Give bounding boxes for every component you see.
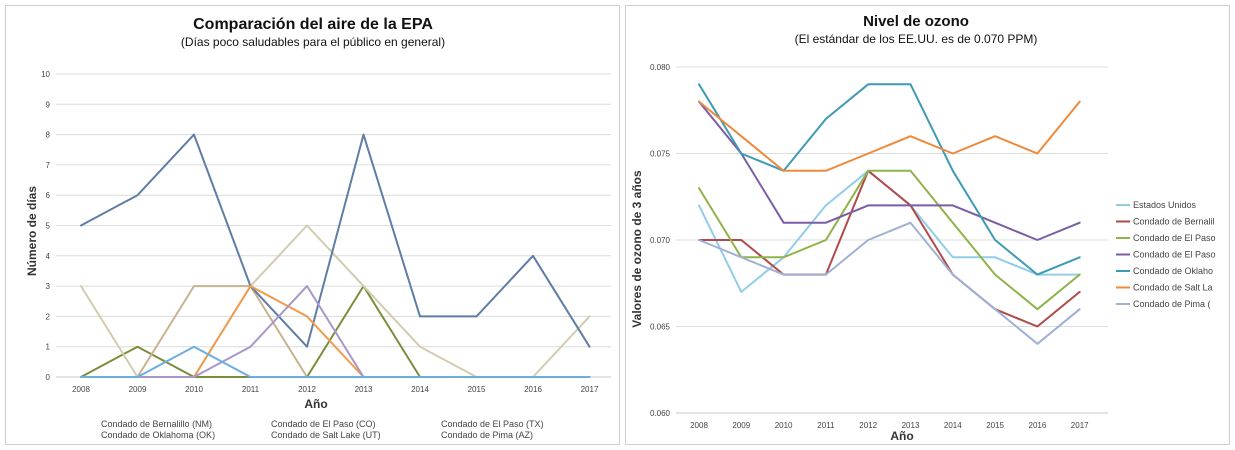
epa-chart-x-tick-label: 2015: [468, 385, 486, 394]
epa-chart-series-line: [80, 224, 591, 378]
ozone-chart-series-line: [698, 83, 1081, 276]
ozone-chart-x-tick-label: 2016: [1029, 421, 1047, 430]
epa-chart-x-tick-label: 2012: [298, 385, 316, 394]
epa-chart-x-tick-label: 2008: [72, 385, 90, 394]
epa-chart-x-tick-label: 2010: [185, 385, 203, 394]
epa-chart-y-tick-label: 3: [46, 282, 51, 291]
epa-chart-legend-label: Condado de Pima (AZ): [441, 430, 533, 440]
epa-chart-y-tick-label: 9: [46, 100, 51, 109]
epa-chart-series-line: [80, 285, 591, 378]
ozone-chart-legend-label: Estados Unidos: [1133, 200, 1197, 210]
epa-chart-y-tick-label: 2: [46, 312, 51, 321]
epa-chart-subtitle: (Días poco saludables para el público en…: [181, 35, 445, 49]
ozone-chart: Nivel de ozono (El estándar de los EE.UU…: [630, 13, 1216, 443]
epa-chart-legend-label: Condado de El Paso (CO): [271, 419, 376, 429]
ozone-chart-series-line: [698, 221, 1081, 345]
ozone-chart-x-tick-label: 2010: [775, 421, 793, 430]
ozone-chart-panel: Nivel de ozono (El estándar de los EE.UU…: [625, 5, 1230, 445]
epa-chart-y-tick-label: 5: [46, 222, 51, 231]
ozone-chart-legend-label: Condado de El Paso: [1133, 250, 1216, 260]
ozone-chart-x-tick-label: 2008: [690, 421, 708, 430]
ozone-chart-y-tick-label: 0.075: [650, 150, 671, 159]
epa-chart-y-axis-title: Número de días: [25, 186, 39, 276]
ozone-chart-x-tick-label: 2017: [1071, 421, 1089, 430]
ozone-chart-series-line: [698, 169, 1081, 328]
epa-air-chart: Comparación del aire de la EPA (Días poc…: [25, 16, 611, 440]
ozone-chart-subtitle: (El estándar de los EE.UU. es de 0.070 P…: [795, 32, 1038, 46]
ozone-chart-legend-label: Condado de El Paso: [1133, 233, 1216, 243]
ozone-chart-legend-label: Condado de Salt La: [1133, 283, 1213, 293]
epa-chart-x-tick-label: 2009: [129, 385, 147, 394]
epa-chart-legend-label: Condado de El Paso (TX): [441, 419, 544, 429]
epa-chart-x-tick-label: 2013: [355, 385, 373, 394]
epa-chart-x-tick-label: 2016: [524, 385, 542, 394]
ozone-chart-x-tick-label: 2011: [817, 421, 835, 430]
epa-chart-x-axis-title: Año: [304, 397, 327, 411]
ozone-chart-series-line: [698, 100, 1081, 241]
ozone-chart-y-tick-label: 0.070: [650, 236, 671, 245]
ozone-chart-legend-label: Condado de Pima (: [1133, 299, 1211, 309]
epa-chart-series-line: [80, 345, 591, 378]
epa-chart-x-tick-label: 2017: [581, 385, 599, 394]
epa-chart-x-tick-label: 2014: [411, 385, 429, 394]
epa-chart-y-tick-label: 8: [46, 131, 51, 140]
epa-air-chart-panel: Comparación del aire de la EPA (Días poc…: [5, 5, 620, 445]
epa-chart-title: Comparación del aire de la EPA: [193, 16, 433, 33]
epa-chart-y-tick-label: 0: [46, 373, 51, 382]
epa-chart-legend-label: Condado de Oklahoma (OK): [101, 430, 215, 440]
epa-chart-legend-label: Condado de Salt Lake (UT): [271, 430, 381, 440]
ozone-chart-series-line: [698, 100, 1081, 172]
epa-chart-x-tick-label: 2011: [242, 385, 260, 394]
ozone-chart-y-tick-label: 0.060: [650, 409, 671, 418]
ozone-chart-y-axis-title: Valores de ozono de 3 años: [630, 170, 644, 328]
epa-chart-y-tick-label: 7: [46, 161, 51, 170]
ozone-chart-x-tick-label: 2014: [944, 421, 962, 430]
ozone-chart-x-tick-label: 2009: [732, 421, 750, 430]
epa-chart-legend-label: Condado de Bernalillo (NM): [101, 419, 212, 429]
epa-chart-y-tick-label: 1: [46, 343, 51, 352]
epa-chart-y-tick-label: 4: [46, 252, 51, 261]
ozone-chart-legend-label: Condado de Bernalil: [1133, 217, 1215, 227]
ozone-chart-series-line: [698, 169, 1081, 311]
ozone-chart-legend-label: Condado de Oklaho: [1133, 266, 1213, 276]
epa-chart-y-tick-label: 6: [46, 191, 51, 200]
ozone-chart-title: Nivel de ozono: [863, 13, 969, 30]
epa-chart-series-line: [80, 133, 591, 348]
ozone-chart-x-tick-label: 2015: [986, 421, 1004, 430]
ozone-chart-x-tick-label: 2012: [859, 421, 877, 430]
ozone-chart-y-tick-label: 0.065: [650, 323, 671, 332]
ozone-chart-y-tick-label: 0.080: [650, 63, 671, 72]
ozone-chart-x-tick-label: 2013: [902, 421, 920, 430]
ozone-chart-x-axis-title: Año: [890, 429, 913, 443]
epa-chart-y-tick-label: 10: [41, 70, 50, 79]
